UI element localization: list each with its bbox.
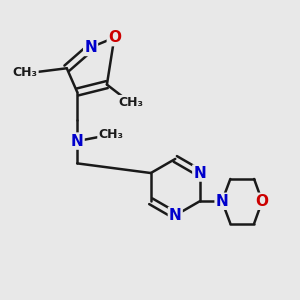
Text: CH₃: CH₃	[98, 128, 123, 141]
Text: CH₃: CH₃	[118, 96, 143, 109]
Text: O: O	[256, 194, 268, 209]
Text: CH₃: CH₃	[13, 66, 38, 79]
Text: N: N	[71, 134, 84, 148]
Text: N: N	[216, 194, 228, 209]
Text: O: O	[108, 30, 121, 45]
Text: N: N	[84, 40, 97, 55]
Text: N: N	[193, 166, 206, 181]
Text: N: N	[169, 208, 182, 223]
